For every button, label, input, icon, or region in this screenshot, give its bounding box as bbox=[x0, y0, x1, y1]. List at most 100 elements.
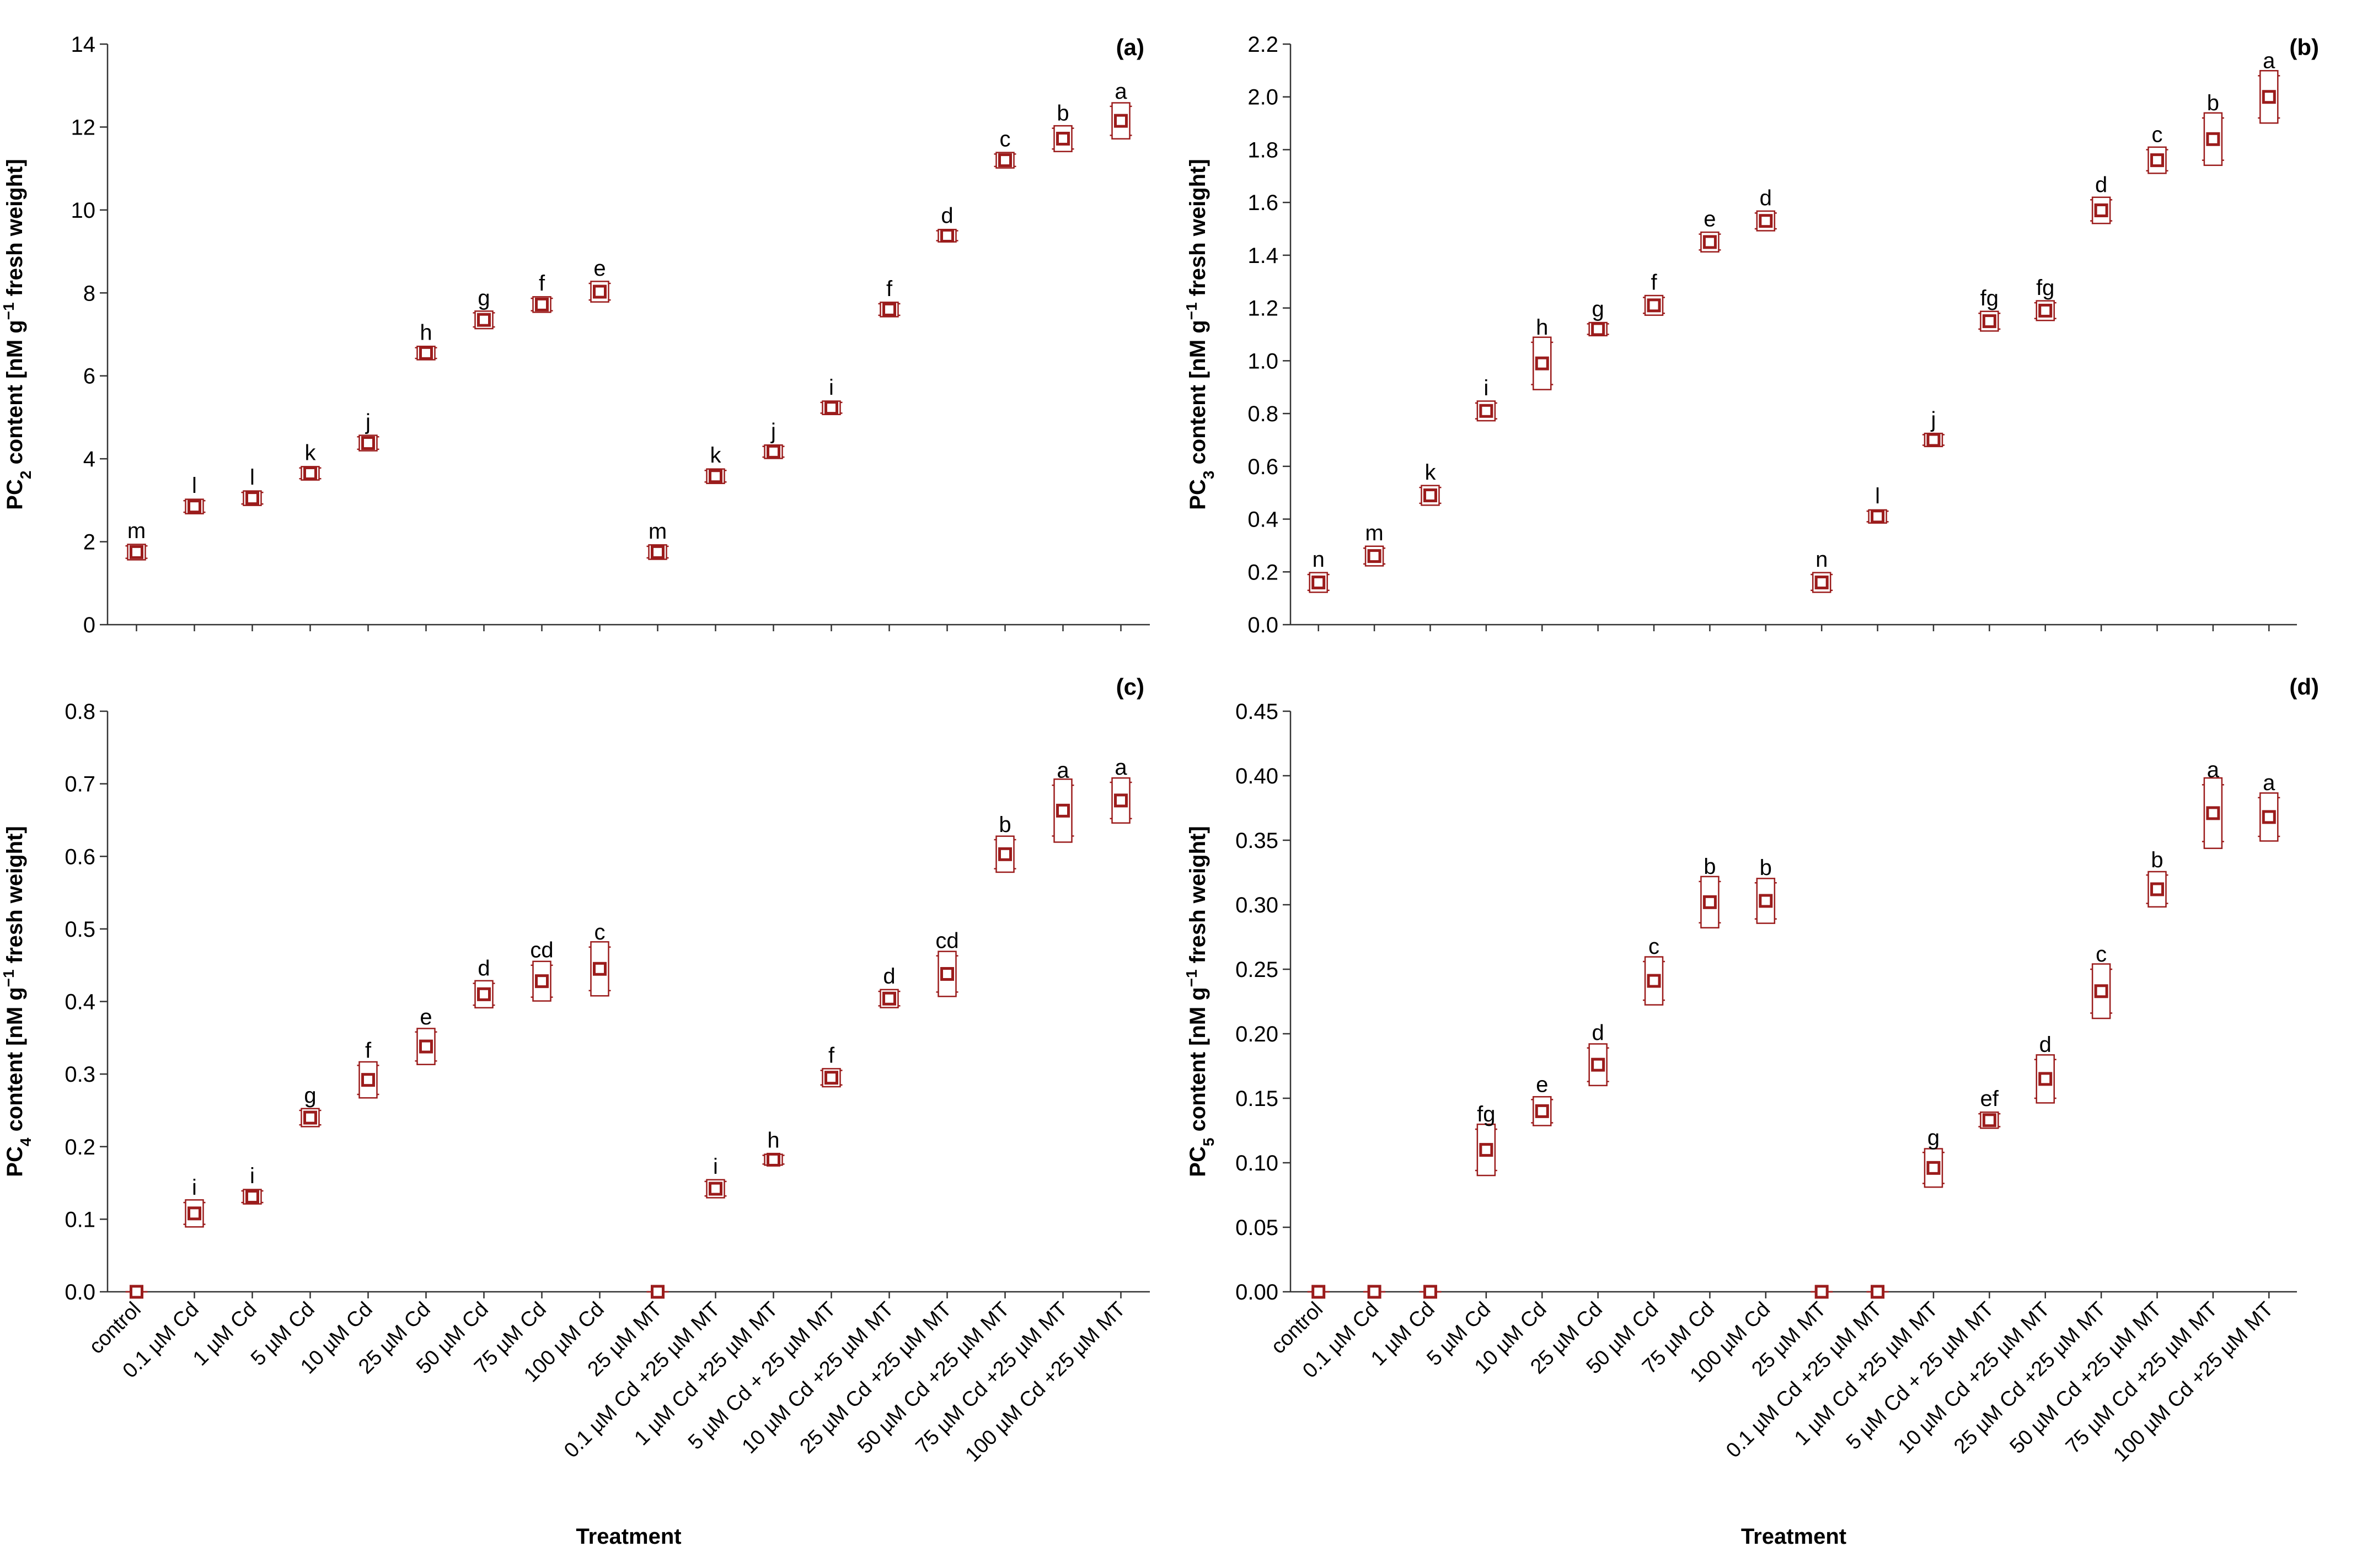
panel-tag: (a) bbox=[1116, 34, 1144, 60]
y-title-subscript: 3 bbox=[1200, 471, 1217, 480]
y-tick-label: 1.0 bbox=[1247, 349, 1278, 373]
significance-letter: g bbox=[1927, 1125, 1940, 1150]
significance-letter: h bbox=[420, 321, 432, 345]
significance-letter: b bbox=[999, 813, 1011, 837]
mean-marker bbox=[245, 1190, 259, 1204]
y-tick-label: 2.2 bbox=[1247, 33, 1278, 57]
y-tick-label: 0.35 bbox=[1235, 829, 1278, 853]
mean-marker bbox=[767, 444, 780, 459]
significance-letter: l bbox=[250, 465, 255, 490]
mean-marker bbox=[1591, 322, 1605, 336]
mean-marker bbox=[1926, 433, 1941, 447]
mean-marker bbox=[2094, 984, 2108, 998]
mean-marker bbox=[1814, 1285, 1829, 1299]
mean-marker bbox=[767, 1152, 780, 1167]
mean-marker bbox=[535, 974, 549, 989]
mean-marker bbox=[1479, 1143, 1493, 1157]
y-tick-label: 0.15 bbox=[1235, 1087, 1278, 1111]
y-tick-label: 0.45 bbox=[1235, 700, 1278, 724]
y-tick-label: 0.0 bbox=[65, 1280, 95, 1304]
y-title-subscript: 5 bbox=[1200, 1138, 1217, 1147]
mean-marker bbox=[535, 297, 549, 312]
mean-marker bbox=[2150, 153, 2165, 168]
mean-marker bbox=[2262, 90, 2276, 104]
significance-letter: b bbox=[2151, 848, 2163, 872]
mean-marker bbox=[1311, 575, 1326, 589]
y-tick-label: 12 bbox=[71, 115, 96, 139]
significance-letter: j bbox=[365, 410, 371, 434]
significance-letter: i bbox=[192, 1175, 197, 1200]
significance-letter: f bbox=[886, 277, 893, 301]
mean-marker bbox=[1982, 314, 1996, 329]
significance-letter: j bbox=[1931, 407, 1936, 432]
mean-marker bbox=[361, 436, 375, 450]
y-title-suffix: fresh weight] bbox=[1186, 826, 1210, 969]
y-tick-label: 0.05 bbox=[1235, 1216, 1278, 1240]
significance-letter: c bbox=[1648, 935, 1659, 959]
mean-marker bbox=[1982, 1113, 1996, 1127]
mean-marker bbox=[882, 991, 896, 1006]
mean-marker bbox=[998, 847, 1012, 861]
y-tick-label: 0.4 bbox=[65, 990, 95, 1014]
y-tick-label: 0.3 bbox=[65, 1062, 95, 1087]
mean-marker bbox=[188, 500, 201, 514]
significance-letter: g bbox=[1592, 297, 1604, 321]
mean-marker bbox=[1056, 803, 1070, 818]
mean-marker bbox=[1814, 575, 1829, 589]
significance-letter: a bbox=[1115, 79, 1127, 104]
significance-letter: d bbox=[478, 957, 490, 981]
y-tick-label: 0.8 bbox=[1247, 402, 1278, 426]
mean-marker bbox=[1479, 404, 1493, 418]
significance-letter: e bbox=[1536, 1072, 1548, 1097]
mean-marker bbox=[651, 1285, 665, 1299]
mean-marker bbox=[130, 1285, 143, 1299]
mean-marker bbox=[1367, 549, 1381, 563]
y-tick-label: 0.4 bbox=[1247, 508, 1278, 532]
y-tick-label: 10 bbox=[71, 198, 96, 223]
mean-marker bbox=[1535, 1104, 1549, 1118]
y-tick-label: 0.2 bbox=[65, 1135, 95, 1159]
mean-marker bbox=[940, 966, 954, 981]
mean-marker bbox=[1871, 1285, 1885, 1299]
significance-letter: d bbox=[941, 203, 953, 228]
mean-marker bbox=[1871, 509, 1885, 524]
y-title-prefix: PC bbox=[3, 1146, 27, 1177]
mean-marker bbox=[1926, 1161, 1941, 1175]
significance-letter: k bbox=[305, 441, 317, 465]
y-axis-title: PC5 content [nM g−1 fresh weight] bbox=[1183, 826, 1217, 1177]
panel-b: 0.0 0.2 0.4 0.6 0.8 1.0 1.2 1.4 1.6 1.8 2.0 2.2 PC3 … bbox=[1183, 33, 2320, 637]
significance-letter: cd bbox=[935, 929, 958, 953]
significance-letter: fg bbox=[1477, 1102, 1495, 1126]
y-tick-label: 6 bbox=[83, 364, 95, 389]
mean-marker bbox=[1114, 114, 1128, 128]
y-tick-label: 0.10 bbox=[1235, 1151, 1278, 1175]
significance-letter: e bbox=[593, 256, 606, 281]
mean-marker bbox=[1591, 1057, 1605, 1072]
mean-marker bbox=[824, 401, 838, 415]
significance-letter: g bbox=[304, 1083, 316, 1108]
y-title-prefix: PC bbox=[1186, 479, 1210, 510]
mean-marker bbox=[709, 1182, 722, 1196]
y-title-prefix: PC bbox=[3, 479, 27, 510]
significance-letter: b bbox=[2207, 91, 2219, 115]
mean-marker bbox=[1702, 895, 1717, 909]
significance-letter: ef bbox=[1980, 1087, 1999, 1111]
y-tick-label: 0.1 bbox=[65, 1207, 95, 1232]
mean-marker bbox=[593, 284, 607, 299]
significance-letter: a bbox=[2263, 771, 2275, 795]
mean-marker bbox=[1647, 974, 1661, 988]
mean-marker bbox=[1702, 235, 1717, 249]
mean-marker bbox=[651, 545, 665, 559]
mean-marker bbox=[593, 962, 607, 976]
significance-letter: f bbox=[828, 1044, 835, 1068]
panel-c: 0.0 0.1 0.2 0.3 0.4 0.5 0.6 0.7 0.8 PC4 content [… bbox=[0, 674, 1150, 1549]
y-tick-label: 0.8 bbox=[65, 700, 95, 724]
mean-marker bbox=[998, 153, 1012, 168]
mean-marker bbox=[245, 491, 259, 506]
mean-marker bbox=[361, 1073, 375, 1087]
significance-letter: cd bbox=[530, 938, 553, 963]
mean-marker bbox=[1647, 298, 1661, 313]
significance-letter: a bbox=[2263, 49, 2275, 73]
significance-letter: i bbox=[250, 1164, 255, 1188]
